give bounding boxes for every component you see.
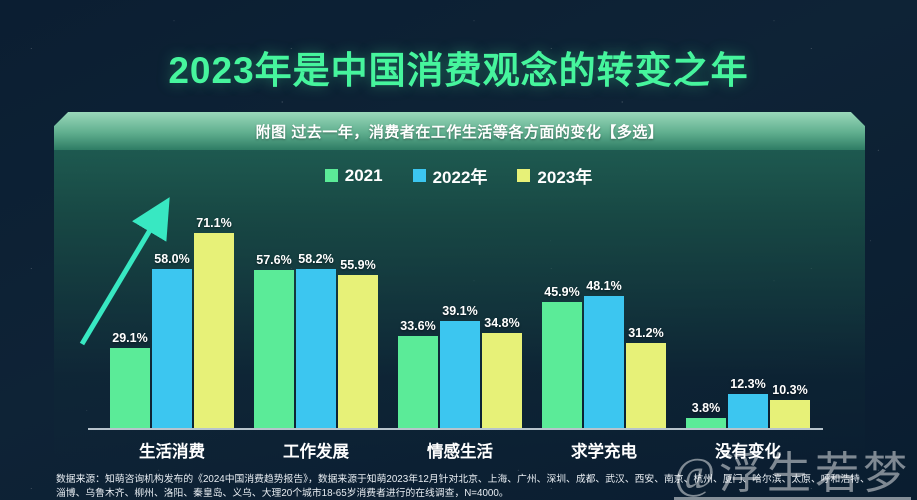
bar-value-label: 31.2% [628, 325, 664, 340]
bar-value-label: 3.8% [691, 400, 721, 415]
category-label: 工作发展 [283, 443, 349, 461]
bar-value-label: 71.1% [196, 216, 232, 231]
bar-chart: 29.1% 58.0% 71.1% 57.6% 58.2% 55.9% 33.6% 39.1%… [100, 200, 820, 428]
legend-item: 2021 [324, 165, 383, 186]
category-label: 情感生活 [427, 443, 493, 461]
bar-value-label: 58.0% [154, 252, 190, 267]
upward-trend-arrow-icon [79, 197, 170, 346]
bar: 33.6% [398, 319, 438, 428]
bar-group: 33.6% 39.1% 34.8% [388, 200, 532, 428]
bar-value-label: 33.6% [400, 318, 436, 333]
bar: 39.1% [440, 304, 480, 428]
page-title: 2023年是中国消费观念的转变之年 [168, 50, 749, 91]
bar-value-label: 12.3% [730, 377, 766, 392]
bar-value-label: 10.3% [772, 382, 808, 397]
bar: 12.3% [728, 377, 768, 428]
bar-value-label: 48.1% [586, 279, 622, 294]
data-source-note: 数据来源：知萌咨询机构发布的《2024中国消费趋势报告》，数据来源于知萌2023… [56, 473, 886, 500]
bar-group: 29.1% 58.0% 71.1% [100, 200, 244, 428]
legend-label: 2023年 [537, 168, 593, 187]
category-label: 没有变化 [715, 443, 781, 461]
bar-value-label: 45.9% [544, 285, 580, 300]
legend-swatch-icon [517, 169, 531, 182]
legend-item: 2022年 [412, 163, 488, 188]
bar: 71.1% [194, 216, 234, 428]
bar: 57.6% [254, 253, 294, 428]
category-label: 求学充电 [571, 443, 637, 461]
bar-value-label: 55.9% [340, 257, 376, 272]
bar: 29.1% [110, 331, 150, 428]
category-label: 生活消费 [139, 443, 205, 461]
bar: 45.9% [542, 285, 582, 428]
bar-group: 45.9% 48.1% 31.2% [532, 200, 676, 428]
x-axis-line [88, 428, 823, 430]
bar-value-label: 34.8% [484, 315, 520, 330]
chart-subtitle-text: 附图 过去一年，消费者在工作生活等各方面的变化【多选】 [255, 123, 664, 141]
chart-subtitle-banner: 附图 过去一年，消费者在工作生活等各方面的变化【多选】 [54, 112, 865, 150]
chart-legend: 2021 2022年 2023年 [0, 163, 917, 188]
bar: 58.2% [296, 252, 336, 428]
legend-swatch-icon [324, 169, 338, 182]
bar-group: 3.8% 12.3% 10.3% [676, 200, 820, 428]
legend-item: 2023年 [517, 163, 592, 188]
bar-value-label: 39.1% [442, 303, 478, 318]
bar: 10.3% [770, 383, 810, 428]
legend-swatch-icon [412, 169, 426, 182]
bar-value-label: 58.2% [298, 251, 334, 266]
bar-group: 57.6% 58.2% 55.9% [244, 200, 388, 428]
bar: 55.9% [338, 258, 378, 428]
legend-label: 2022年 [432, 168, 488, 187]
bar: 34.8% [482, 316, 522, 428]
bar-value-label: 29.1% [112, 331, 148, 346]
bar: 48.1% [584, 279, 624, 428]
bar: 3.8% [686, 401, 726, 428]
data-source-line1: 数据来源：知萌咨询机构发布的《2024中国消费趋势报告》，数据来源于知萌2023… [56, 474, 870, 485]
bar: 58.0% [152, 252, 192, 428]
bar: 31.2% [626, 326, 666, 428]
category-labels: 生活消费 工作发展 情感生活 求学充电 没有变化 [100, 438, 820, 462]
bar-value-label: 57.6% [256, 253, 292, 268]
legend-label: 2021 [344, 165, 383, 185]
data-source-line2: 淄博、乌鲁木齐、柳州、洛阳、秦皇岛、义乌、大理20个城市18-65岁消费者进行的… [56, 488, 509, 500]
